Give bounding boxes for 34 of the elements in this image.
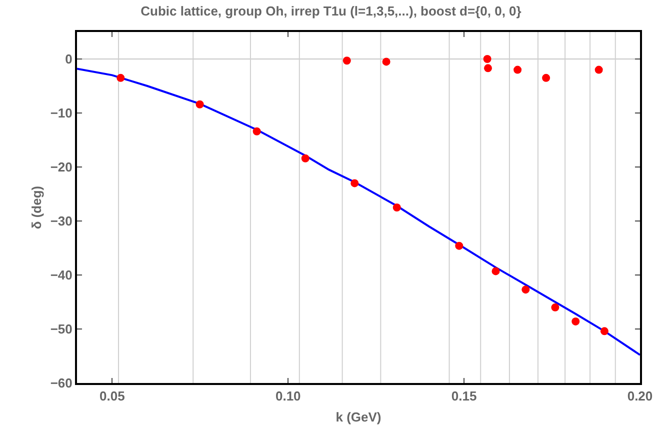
y-axis-title: δ (deg) bbox=[28, 186, 44, 230]
y-tick-label: −40 bbox=[50, 268, 72, 283]
point bbox=[594, 66, 603, 74]
point bbox=[350, 179, 359, 188]
y-tick-label: −50 bbox=[50, 322, 72, 337]
x-tick-label: 0.05 bbox=[100, 388, 125, 404]
point bbox=[551, 303, 560, 312]
point bbox=[116, 74, 125, 82]
y-tick-label: −10 bbox=[50, 106, 72, 121]
x-axis-title: k (GeV) bbox=[336, 410, 382, 425]
point bbox=[252, 127, 261, 136]
point bbox=[600, 327, 608, 336]
point bbox=[572, 317, 580, 326]
point bbox=[514, 66, 522, 74]
point bbox=[483, 55, 492, 63]
point bbox=[484, 64, 492, 72]
point bbox=[342, 56, 351, 65]
y-tick-label: 0 bbox=[65, 52, 72, 67]
point bbox=[196, 100, 204, 108]
point bbox=[392, 204, 401, 212]
x-tick-label: 0.15 bbox=[451, 388, 477, 404]
y-tick-label: −30 bbox=[50, 214, 72, 229]
line-series bbox=[77, 68, 640, 356]
y-tick-label: −60 bbox=[50, 376, 72, 391]
point bbox=[492, 267, 500, 276]
point bbox=[382, 58, 390, 66]
chart-title: Cubic lattice, group Oh, irrep T1u (l=1,3,5,...), boost d={0, 0, 0} bbox=[140, 4, 522, 19]
y-tick-label: −20 bbox=[50, 160, 72, 175]
point bbox=[455, 242, 464, 250]
point bbox=[522, 286, 530, 294]
point bbox=[301, 154, 310, 162]
x-tick-label: 0.20 bbox=[627, 388, 653, 404]
point bbox=[542, 74, 550, 82]
x-tick-label: 0.10 bbox=[275, 388, 301, 404]
